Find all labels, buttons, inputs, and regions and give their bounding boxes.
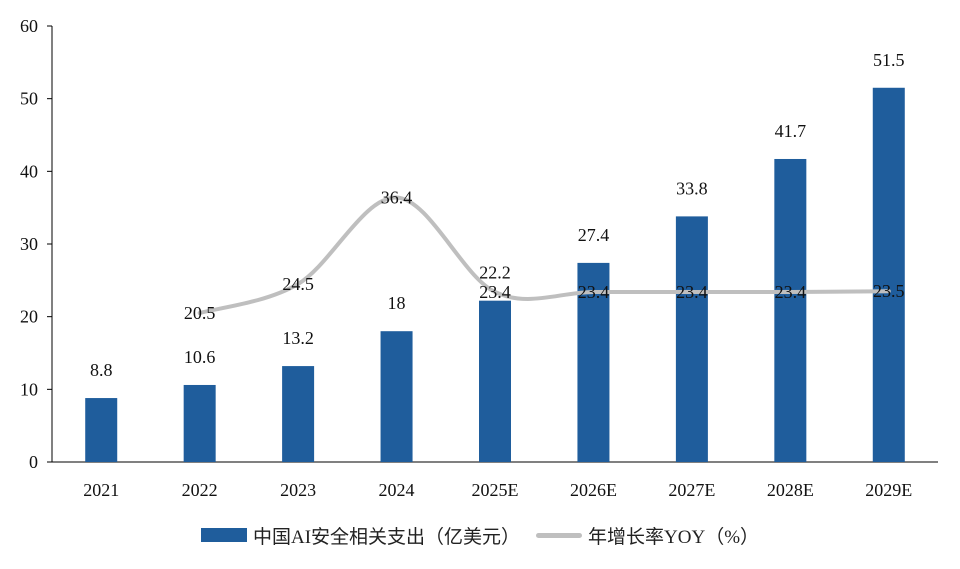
bar-value-label: 8.8 [90, 360, 113, 380]
bar-value-label: 33.8 [676, 178, 708, 198]
bar-value-label: 18 [388, 293, 406, 313]
bar-value-label: 51.5 [873, 50, 905, 70]
y-tick-label: 20 [20, 307, 38, 327]
y-tick-label: 60 [20, 16, 38, 36]
data-labels: 8.8 10.6 13.2 18 22.2 27.4 33.8 41.7 51.5 20.5 24.… [90, 50, 905, 380]
line-series [197, 195, 891, 316]
yoy-value-label: 23.4 [479, 282, 511, 302]
bar [872, 87, 905, 463]
y-axis: 0 10 20 30 40 50 60 [20, 16, 53, 472]
yoy-value-label: 23.4 [676, 282, 708, 302]
legend: 中国AI安全相关支出（亿美元） 年增长率YOY（%） [0, 520, 960, 550]
bar-value-label: 22.2 [479, 263, 511, 283]
yoy-value-label: 23.5 [873, 281, 905, 301]
x-tick-label: 2024 [379, 480, 415, 500]
bar-value-label: 10.6 [184, 347, 216, 367]
bar [774, 158, 807, 463]
x-axis: 2021 2022 2023 2024 2025E 2026E 2027E 2028E 2029… [52, 461, 938, 500]
bar-value-label: 27.4 [578, 225, 610, 245]
yoy-value-label: 36.4 [381, 187, 413, 207]
y-tick-label: 0 [29, 452, 38, 472]
yoy-value-label: 23.4 [775, 282, 807, 302]
legend-line-swatch [536, 532, 583, 538]
y-tick-label: 50 [20, 89, 38, 109]
bar [183, 384, 216, 462]
yoy-line [197, 195, 891, 316]
x-tick-label: 2028E [767, 480, 814, 500]
bar-value-label: 41.7 [775, 121, 807, 141]
x-tick-label: 2021 [83, 480, 119, 500]
bar-value-label: 13.2 [282, 328, 314, 348]
bar [380, 331, 413, 462]
bar [479, 300, 511, 462]
bar [282, 366, 315, 462]
yoy-value-label: 23.4 [578, 282, 610, 302]
legend-label-yoy: 年增长率YOY（%） [588, 526, 760, 548]
y-tick-label: 10 [20, 379, 38, 399]
bar [577, 262, 610, 462]
x-tick-label: 2029E [865, 480, 912, 500]
chart: 0 10 20 30 40 50 60 2021 2022 2023 2024 2025E 2026E… [20, 16, 938, 500]
x-tick-label: 2027E [668, 480, 715, 500]
bar [85, 398, 118, 462]
yoy-value-label: 24.5 [282, 274, 314, 294]
x-tick-label: 2022 [182, 480, 218, 500]
x-tick-label: 2026E [570, 480, 617, 500]
yoy-value-label: 20.5 [184, 303, 216, 323]
bar [675, 216, 708, 462]
y-tick-label: 30 [20, 234, 38, 254]
legend-bar-swatch [200, 528, 247, 542]
legend-item-spending: 中国AI安全相关支出（亿美元） [200, 522, 521, 549]
x-tick-label: 2025E [472, 480, 519, 500]
legend-label-spending: 中国AI安全相关支出（亿美元） [252, 526, 521, 548]
bar-series [85, 87, 905, 463]
x-tick-label: 2023 [280, 480, 316, 500]
y-tick-label: 40 [20, 161, 38, 181]
legend-item-yoy: 年增长率YOY（%） [536, 522, 759, 549]
